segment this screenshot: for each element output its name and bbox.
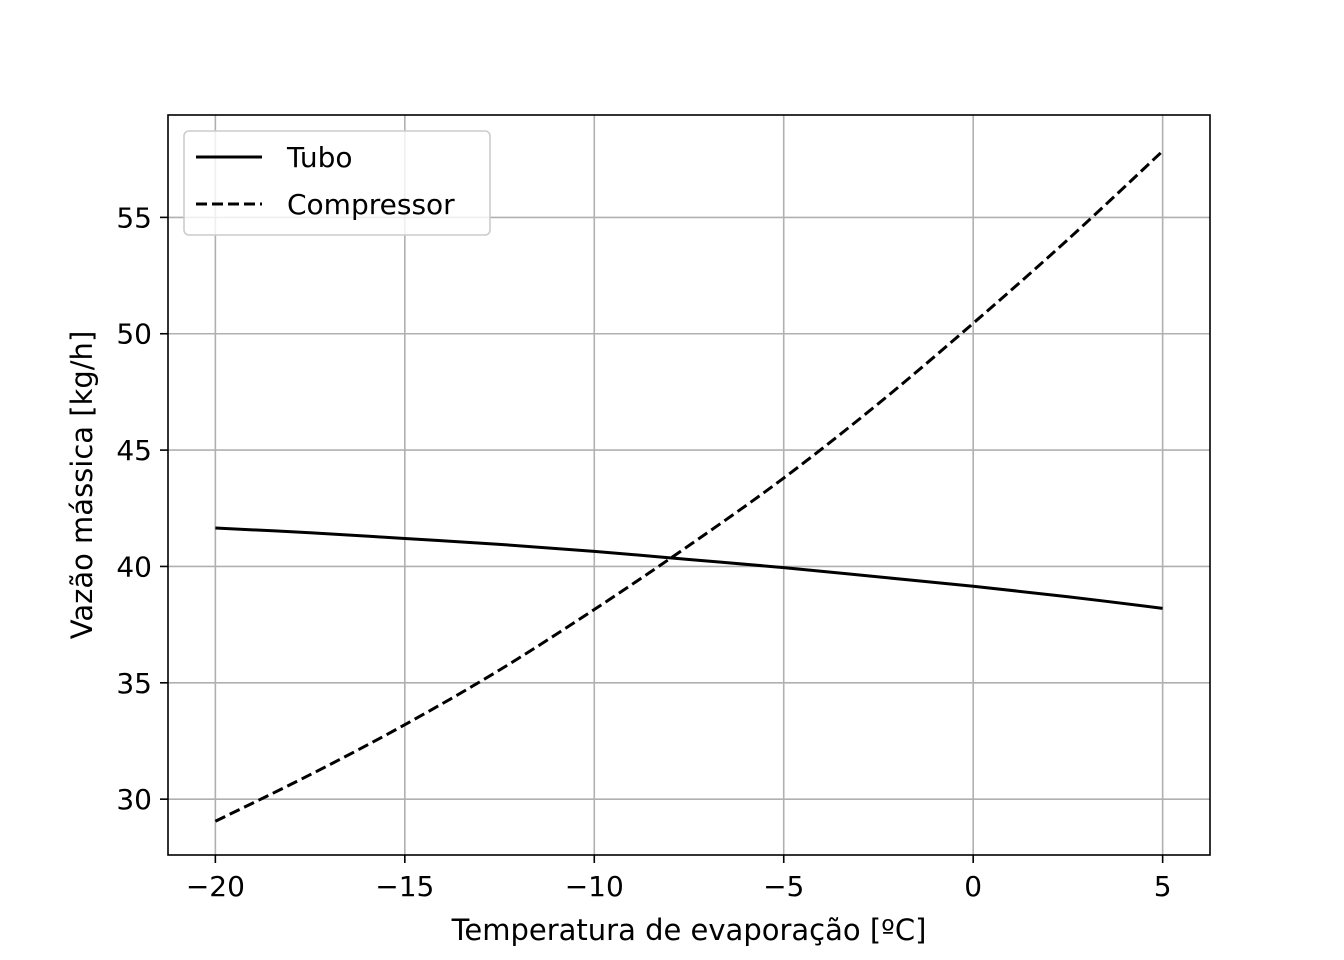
y-tick-label: 35: [116, 667, 152, 700]
y-tick-label: 45: [116, 434, 152, 467]
plot-frame: [167, 114, 1211, 856]
y-axis-label: Vazão mássica [kg/h]: [65, 331, 99, 640]
axis-ticks: −20 −15 −10 −5 0 5 30 35 40 45 50 55: [116, 201, 1171, 903]
series-line-compressor: [214, 149, 1164, 823]
x-tick-label: −15: [375, 870, 434, 903]
y-tick-label: 50: [116, 318, 152, 351]
legend-label-compressor: Compressor: [287, 188, 455, 221]
series-line-tubo: [215, 526, 1163, 610]
y-tick-label: 30: [116, 783, 152, 816]
y-tick-label: 40: [116, 550, 152, 583]
legend: Tubo Compressor: [183, 130, 491, 236]
series-lines: [214, 149, 1164, 823]
x-axis-label: Temperatura de evaporação [ºC]: [451, 913, 927, 947]
x-tick-label: −10: [565, 870, 624, 903]
x-tick-label: −5: [763, 870, 804, 903]
x-tick-label: 0: [964, 870, 982, 903]
x-tick-label: 5: [1154, 870, 1172, 903]
x-tick-label: −20: [186, 870, 245, 903]
y-tick-label: 55: [116, 201, 152, 234]
legend-label-tubo: Tubo: [286, 141, 353, 174]
